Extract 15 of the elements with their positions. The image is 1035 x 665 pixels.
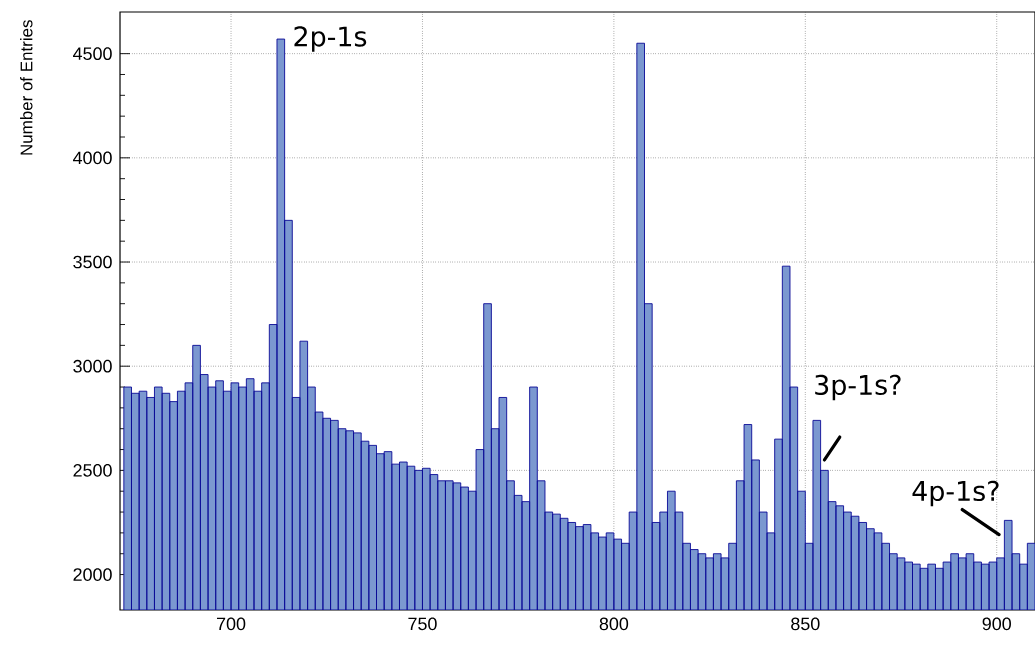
y-tick-label: 2000 <box>73 568 112 581</box>
y-tick-label: 2500 <box>73 464 112 477</box>
y-tick-label: 4500 <box>73 47 112 60</box>
y-tick-label: 3000 <box>73 359 112 373</box>
annotation: 3p-1s? <box>815 374 901 401</box>
x-tick-label: 700 <box>217 617 246 631</box>
x-tick-label: 750 <box>408 617 437 631</box>
y-tick-label: 4000 <box>73 151 112 165</box>
annotation: 4p-1s? <box>912 480 999 507</box>
y-axis-title: Number of Entries <box>20 20 33 155</box>
x-tick-label: 850 <box>791 617 820 631</box>
x-tick-label: 800 <box>599 617 629 631</box>
y-tick-label: 3500 <box>73 255 112 269</box>
annotation: 2p-1s <box>294 26 367 52</box>
x-tick-label: 900 <box>982 617 1011 631</box>
